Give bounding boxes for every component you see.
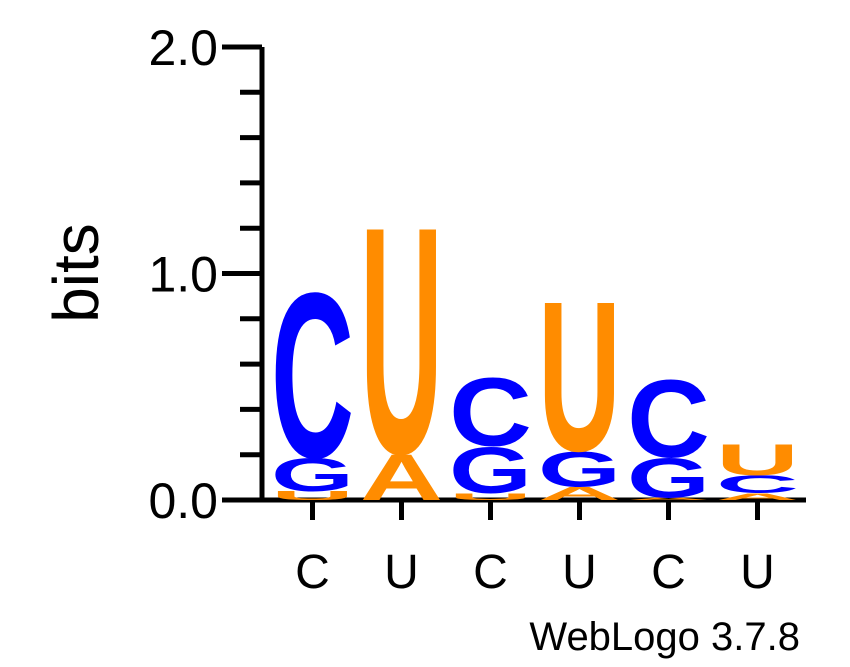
logo-letter-g: G	[271, 449, 354, 502]
logo-letter-a: A	[538, 483, 621, 504]
y-tick-label: 2.0	[148, 20, 218, 76]
x-tick-label: U	[740, 546, 775, 599]
x-tick-label: C	[651, 546, 686, 599]
logo-letter-c: C	[627, 357, 710, 480]
logo-letter-c: C	[271, 245, 354, 508]
logo-letter-u: U	[538, 258, 621, 496]
logo-letter-u: U	[360, 159, 443, 522]
x-tick-label: C	[295, 546, 330, 599]
logo-letter-a: A	[716, 492, 799, 503]
y-axis-label: bits	[40, 223, 112, 323]
logo-letter-c: C	[449, 358, 532, 467]
x-tick-label: U	[384, 546, 419, 599]
logo-letter-u: U	[449, 492, 532, 503]
logo-letter-u: U	[716, 436, 799, 485]
y-tick-label: 0.0	[148, 473, 218, 529]
y-tick-group: 0.0 1.0 2.0	[148, 20, 262, 529]
x-tick-label: U	[562, 546, 597, 599]
logo-letter-a: A	[627, 497, 710, 501]
logo-letter-c: C	[716, 471, 799, 499]
logo-letter-g: G	[449, 434, 532, 508]
x-tick-label: C	[473, 546, 508, 599]
logo-letter-g: G	[538, 441, 621, 498]
y-tick-label: 1.0	[148, 247, 218, 303]
logo-letter-u: U	[271, 489, 354, 503]
logo-letter-g: G	[627, 447, 710, 510]
footer-credit: WebLogo 3.7.8	[529, 615, 800, 659]
